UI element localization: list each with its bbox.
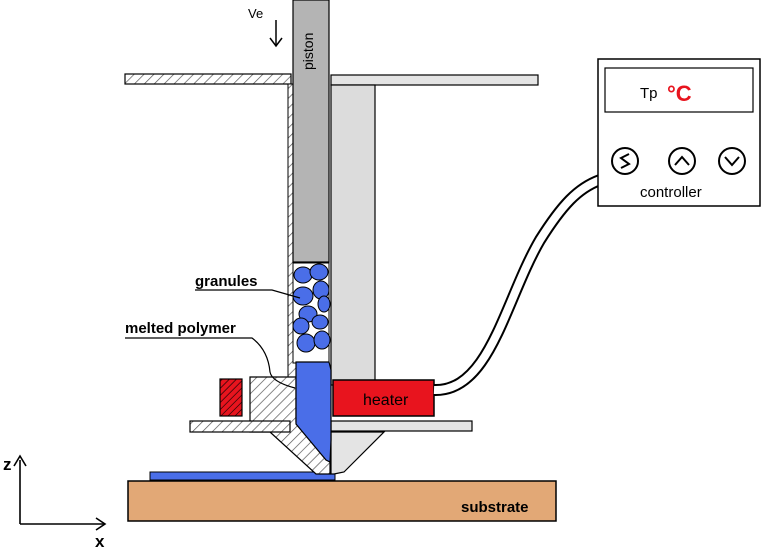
left-heater-block — [219, 378, 243, 417]
piston — [292, 0, 330, 263]
display-unit: °C — [667, 81, 692, 106]
bottom-plate-left — [189, 420, 291, 433]
heater — [332, 379, 435, 417]
bottom-plate-right — [330, 420, 473, 432]
granules-group — [292, 263, 331, 353]
up-arrow-icon — [674, 155, 690, 166]
granule — [296, 333, 316, 353]
granules-label: granules — [195, 273, 258, 290]
controller-label: controller — [640, 184, 702, 201]
power-icon — [619, 153, 631, 169]
top-plate-left — [124, 73, 292, 85]
top-plate-right — [330, 74, 539, 86]
granule — [313, 330, 331, 350]
controller-display — [604, 67, 754, 113]
granule — [317, 295, 331, 313]
down-button[interactable] — [718, 147, 746, 175]
melted-polymer — [295, 361, 332, 463]
x-axis-label: x — [95, 532, 105, 550]
down-arrow-icon — [724, 156, 740, 167]
melted-polymer-label: melted polymer — [125, 320, 236, 337]
x-axis-arrowhead — [95, 517, 107, 531]
granule — [292, 286, 314, 306]
substrate-label: substrate — [461, 499, 529, 516]
velocity-arrow-head — [269, 37, 283, 48]
display-prefix: Tp — [640, 85, 658, 102]
velocity-label: Ve — [248, 6, 263, 21]
deposited-bead — [149, 471, 336, 481]
granule — [309, 263, 329, 281]
granule — [311, 314, 329, 330]
z-axis-label: z — [3, 455, 12, 474]
heater-label: heater — [363, 392, 409, 409]
granules-leader — [195, 289, 301, 299]
granule — [292, 317, 310, 335]
barrel-wall-right — [330, 84, 376, 386]
up-button[interactable] — [668, 147, 696, 175]
nozzle-right-body — [330, 431, 386, 475]
z-axis-arrowhead — [13, 454, 27, 467]
melted-polymer-leader — [125, 337, 296, 389]
piston-label: piston — [300, 33, 316, 70]
power-button[interactable] — [611, 147, 639, 175]
granule — [293, 266, 313, 284]
substrate — [127, 480, 557, 522]
cable-inner — [433, 176, 602, 395]
